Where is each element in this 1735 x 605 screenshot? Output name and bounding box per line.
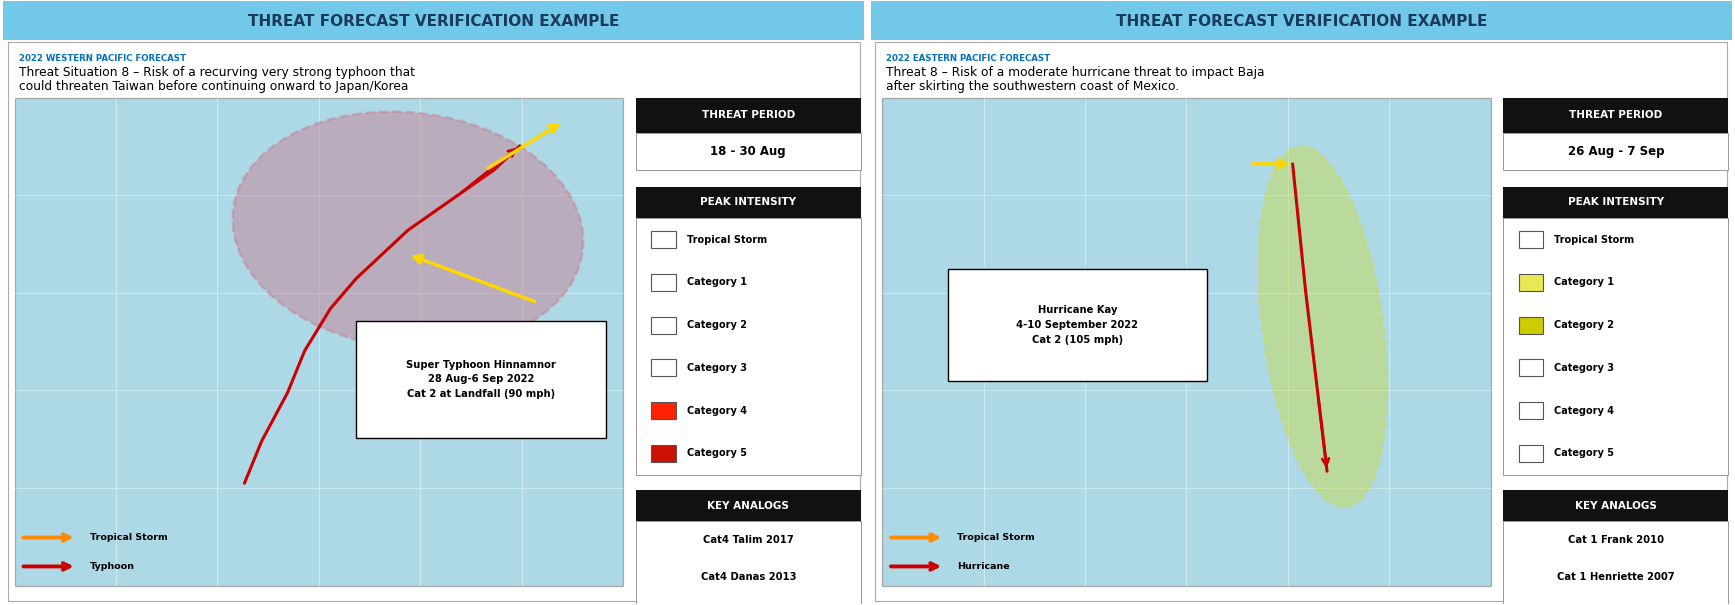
FancyBboxPatch shape: [1518, 274, 1542, 291]
Text: Category 2: Category 2: [687, 320, 746, 330]
Text: Category 1: Category 1: [687, 277, 746, 287]
FancyBboxPatch shape: [1518, 402, 1542, 419]
FancyBboxPatch shape: [1504, 490, 1728, 522]
FancyBboxPatch shape: [1504, 218, 1728, 475]
Text: KEY ANALOGS: KEY ANALOGS: [1575, 500, 1657, 511]
FancyBboxPatch shape: [652, 274, 675, 291]
Text: Category 2: Category 2: [1555, 320, 1614, 330]
FancyBboxPatch shape: [652, 445, 675, 462]
FancyBboxPatch shape: [14, 97, 623, 586]
Text: THREAT FORECAST VERIFICATION EXAMPLE: THREAT FORECAST VERIFICATION EXAMPLE: [1116, 13, 1487, 28]
FancyBboxPatch shape: [652, 231, 675, 248]
FancyBboxPatch shape: [637, 132, 861, 170]
Text: 18 - 30 Aug: 18 - 30 Aug: [711, 145, 786, 158]
FancyBboxPatch shape: [881, 97, 1490, 586]
FancyBboxPatch shape: [3, 1, 864, 41]
FancyBboxPatch shape: [871, 1, 1732, 41]
Text: Typhoon: Typhoon: [90, 562, 135, 571]
Text: PEAK INTENSITY: PEAK INTENSITY: [1568, 197, 1664, 208]
FancyBboxPatch shape: [1504, 187, 1728, 218]
FancyBboxPatch shape: [652, 316, 675, 333]
Text: Tropical Storm: Tropical Storm: [687, 235, 767, 244]
Text: Tropical Storm: Tropical Storm: [90, 533, 167, 542]
Text: Category 4: Category 4: [687, 406, 746, 416]
FancyBboxPatch shape: [637, 218, 861, 475]
Text: PEAK INTENSITY: PEAK INTENSITY: [701, 197, 796, 208]
FancyBboxPatch shape: [7, 42, 861, 601]
Text: could threaten Taiwan before continuing onward to Japan/Korea: could threaten Taiwan before continuing …: [19, 80, 408, 93]
Text: KEY ANALOGS: KEY ANALOGS: [708, 500, 789, 511]
FancyBboxPatch shape: [1504, 97, 1728, 132]
FancyBboxPatch shape: [652, 359, 675, 376]
FancyBboxPatch shape: [1504, 522, 1728, 605]
Text: Threat 8 – Risk of a moderate hurricane threat to impact Baja: Threat 8 – Risk of a moderate hurricane …: [887, 66, 1265, 79]
FancyBboxPatch shape: [874, 42, 1728, 601]
Text: Cat4 Talim 2017: Cat4 Talim 2017: [703, 535, 793, 545]
Text: Cat4 Danas 2013: Cat4 Danas 2013: [701, 572, 796, 582]
FancyBboxPatch shape: [356, 321, 606, 438]
Text: Cat 1 Henriette 2007: Cat 1 Henriette 2007: [1556, 572, 1674, 582]
Text: Category 1: Category 1: [1555, 277, 1614, 287]
Text: Tropical Storm: Tropical Storm: [1555, 235, 1634, 244]
FancyBboxPatch shape: [637, 97, 861, 132]
Text: Category 3: Category 3: [1555, 363, 1614, 373]
FancyBboxPatch shape: [1518, 359, 1542, 376]
FancyBboxPatch shape: [1518, 231, 1542, 248]
Text: Cat 1 Frank 2010: Cat 1 Frank 2010: [1568, 535, 1664, 545]
Text: THREAT FORECAST VERIFICATION EXAMPLE: THREAT FORECAST VERIFICATION EXAMPLE: [248, 13, 619, 28]
Text: THREAT PERIOD: THREAT PERIOD: [1568, 110, 1662, 120]
FancyBboxPatch shape: [1518, 316, 1542, 333]
Text: 2022 EASTERN PACIFIC FORECAST: 2022 EASTERN PACIFIC FORECAST: [887, 54, 1051, 63]
Text: after skirting the southwestern coast of Mexico.: after skirting the southwestern coast of…: [887, 80, 1180, 93]
Text: THREAT PERIOD: THREAT PERIOD: [701, 110, 795, 120]
Text: 2022 WESTERN PACIFIC FORECAST: 2022 WESTERN PACIFIC FORECAST: [19, 54, 186, 63]
Text: Category 5: Category 5: [1555, 448, 1614, 459]
FancyBboxPatch shape: [1504, 132, 1728, 170]
FancyBboxPatch shape: [652, 402, 675, 419]
FancyBboxPatch shape: [637, 522, 861, 605]
FancyBboxPatch shape: [637, 490, 861, 522]
Text: Category 4: Category 4: [1555, 406, 1614, 416]
Text: Super Typhoon Hinnamnor
28 Aug-6 Sep 2022
Cat 2 at Landfall (90 mph): Super Typhoon Hinnamnor 28 Aug-6 Sep 202…: [406, 359, 555, 399]
FancyBboxPatch shape: [1518, 445, 1542, 462]
Text: Category 3: Category 3: [687, 363, 746, 373]
Text: Threat Situation 8 – Risk of a recurving very strong typhoon that: Threat Situation 8 – Risk of a recurving…: [19, 66, 415, 79]
Text: Hurricane: Hurricane: [958, 562, 1010, 571]
Ellipse shape: [232, 111, 583, 348]
Ellipse shape: [1258, 146, 1386, 507]
Text: Category 5: Category 5: [687, 448, 746, 459]
Text: Tropical Storm: Tropical Storm: [958, 533, 1034, 542]
FancyBboxPatch shape: [637, 187, 861, 218]
FancyBboxPatch shape: [949, 269, 1206, 381]
Text: 26 Aug - 7 Sep: 26 Aug - 7 Sep: [1567, 145, 1664, 158]
Text: Hurricane Kay
4-10 September 2022
Cat 2 (105 mph): Hurricane Kay 4-10 September 2022 Cat 2 …: [1017, 306, 1138, 345]
